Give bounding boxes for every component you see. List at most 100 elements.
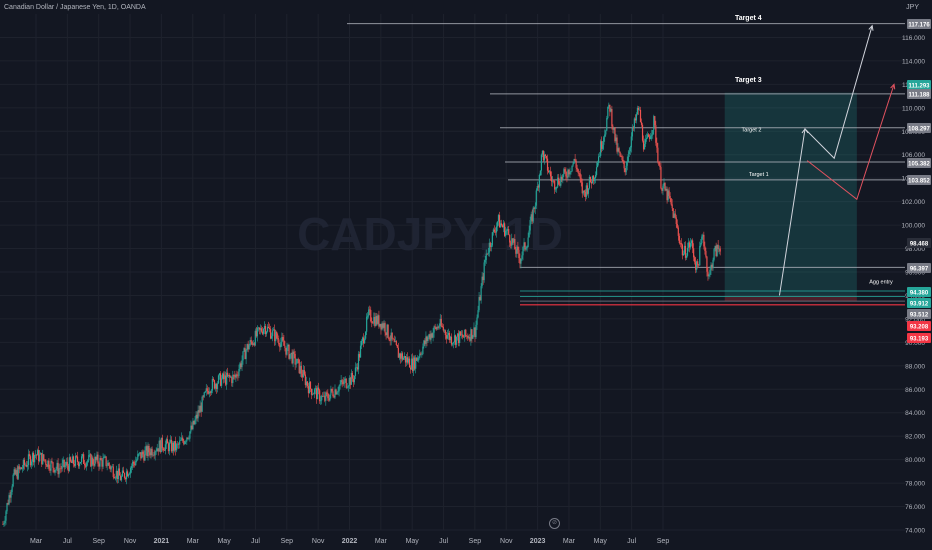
- candle-body: [664, 182, 666, 191]
- candle-body: [387, 324, 389, 338]
- candle-body: [560, 176, 562, 186]
- candle-body: [638, 109, 641, 111]
- candle-body: [353, 375, 356, 383]
- candle-body: [636, 107, 639, 115]
- candle-body: [399, 353, 401, 359]
- candle-body: [572, 163, 574, 166]
- candle-body: [515, 249, 517, 254]
- candle-body: [258, 327, 260, 330]
- candle-body: [510, 242, 512, 246]
- candle-body: [171, 442, 174, 452]
- candle-body: [703, 234, 705, 247]
- candle-body: [519, 258, 521, 264]
- candle-body: [444, 330, 446, 336]
- candle-body: [261, 331, 264, 334]
- candle-body: [525, 248, 527, 250]
- candle-body: [428, 334, 430, 338]
- candle-body: [665, 188, 667, 191]
- candle-body: [564, 169, 566, 172]
- candle-body: [101, 459, 103, 467]
- x-tick-label: Mar: [375, 538, 388, 545]
- candle-body: [704, 246, 706, 251]
- candle-body: [434, 326, 436, 328]
- candle-body: [650, 135, 652, 140]
- candle-body: [629, 147, 631, 152]
- candle-body: [231, 377, 233, 384]
- candle-body: [530, 214, 532, 221]
- candle-body: [229, 374, 231, 378]
- candle-body: [138, 453, 140, 455]
- candle-body: [345, 378, 347, 388]
- candle-body: [308, 381, 311, 394]
- candle-body: [135, 461, 137, 466]
- candle-body: [245, 350, 247, 360]
- candle-body: [116, 470, 118, 480]
- candle-body: [685, 255, 688, 258]
- candle-body: [454, 335, 457, 345]
- candle-body: [26, 465, 29, 467]
- candle-body: [384, 323, 386, 333]
- candle-body: [577, 169, 579, 174]
- candle-body: [290, 352, 292, 355]
- candle-body: [102, 458, 104, 467]
- candle-body: [658, 161, 660, 166]
- candle-body: [209, 391, 211, 393]
- candle-body: [379, 323, 381, 327]
- candle-body: [411, 358, 413, 370]
- candle-body: [180, 440, 182, 441]
- candle-body: [694, 257, 696, 262]
- candle-body: [17, 466, 19, 479]
- price-badge-label: 108.297: [908, 126, 930, 132]
- y-tick-label: 106.000: [902, 152, 926, 159]
- candle-body: [676, 224, 678, 228]
- candle-body: [674, 213, 676, 218]
- candle-body: [589, 176, 592, 182]
- candle-body: [497, 215, 500, 222]
- candle-body: [136, 459, 138, 462]
- candle-body: [30, 461, 33, 466]
- candle-body: [134, 463, 136, 466]
- candle-body: [114, 477, 116, 479]
- candle-body: [198, 410, 200, 413]
- candle-body: [633, 118, 635, 129]
- candle-body: [418, 357, 420, 359]
- candle-body: [123, 472, 126, 478]
- candle-body: [336, 392, 338, 395]
- candle-body: [84, 463, 86, 466]
- candle-body: [103, 456, 105, 459]
- candle-body: [544, 154, 547, 157]
- candle-body: [39, 454, 41, 462]
- candle-body: [35, 454, 37, 456]
- candle-body: [412, 358, 414, 372]
- candle-body: [692, 240, 694, 249]
- candle-body: [437, 326, 439, 328]
- candle-body: [702, 234, 704, 237]
- y-tick-label: 86.000: [905, 387, 925, 394]
- candle-body: [368, 309, 370, 316]
- candle-body: [208, 391, 210, 394]
- candle-body: [413, 357, 415, 372]
- candle-body: [501, 225, 504, 228]
- candle-body: [124, 477, 127, 480]
- candle-body: [367, 315, 369, 317]
- candle-body: [70, 461, 72, 463]
- candle-body: [620, 156, 622, 157]
- candle-body: [244, 348, 246, 360]
- candle-body: [352, 378, 354, 383]
- time-range-icon[interactable]: ⊘: [549, 518, 560, 529]
- candle-body: [453, 335, 456, 343]
- candle-body: [405, 357, 408, 363]
- candle-body: [531, 214, 533, 222]
- x-tick-label: Mar: [563, 538, 576, 545]
- candle-body: [172, 442, 175, 451]
- candle-body: [700, 243, 702, 246]
- candle-body: [75, 455, 78, 457]
- candle-body: [277, 338, 279, 340]
- candle-body: [216, 383, 219, 389]
- price-badge: [907, 321, 931, 331]
- candle-body: [705, 250, 707, 257]
- projection-path-white: [778, 25, 873, 296]
- candle-body: [584, 191, 586, 197]
- y-tick-label: 100.000: [902, 223, 926, 230]
